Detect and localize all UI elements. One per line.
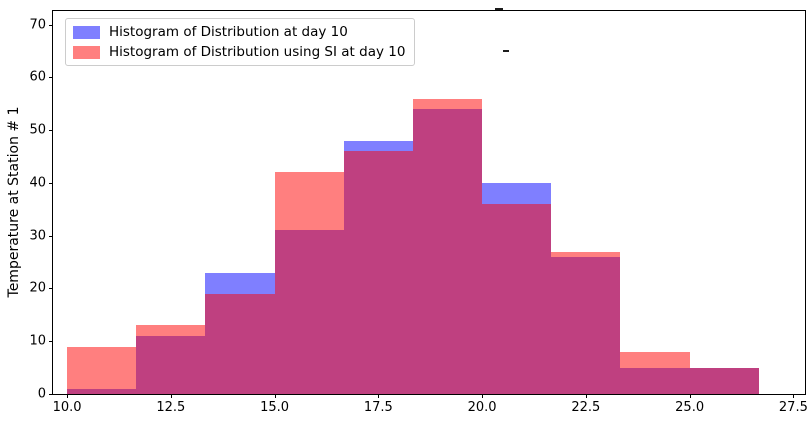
x-tick-label: 10.0: [52, 400, 82, 415]
x-tick-label: 12.5: [156, 400, 186, 415]
x-tick-mark: [67, 394, 69, 398]
histogram-bar-overlap: [482, 204, 552, 394]
clipped-text-artifact: [495, 8, 503, 10]
legend: Histogram of Distribution at day 10 Hist…: [65, 18, 416, 66]
y-tick-label: 60: [29, 69, 46, 85]
x-tick-label: 27.5: [778, 400, 808, 415]
x-tick-mark: [793, 394, 795, 398]
y-tick-mark: [49, 341, 53, 343]
histogram-bar-overlap: [412, 109, 483, 394]
x-tick-mark: [689, 394, 691, 398]
x-tick-label: 25.0: [675, 400, 705, 415]
x-tick-label: 17.5: [363, 400, 393, 415]
legend-label: Histogram of Distribution using SI at da…: [109, 44, 406, 60]
y-axis-label: Temperature at Station # 1: [6, 106, 22, 298]
histogram-bar-overlap: [620, 367, 690, 394]
histogram-bar-overlap: [551, 256, 621, 394]
y-tick-label: 0: [37, 386, 46, 402]
x-tick-label: 20.0: [467, 400, 497, 415]
y-tick-label: 70: [29, 17, 46, 33]
x-tick-mark: [378, 394, 380, 398]
legend-label: Histogram of Distribution at day 10: [109, 24, 348, 40]
x-tick-mark: [170, 394, 172, 398]
y-tick-mark: [49, 288, 53, 290]
y-tick-label: 40: [29, 175, 46, 191]
x-tick-mark: [482, 394, 484, 398]
x-tick-mark: [274, 394, 276, 398]
x-tick-label: 22.5: [571, 400, 601, 415]
y-tick-mark: [49, 77, 53, 79]
histogram-bar-overlap: [343, 151, 413, 394]
histogram-bar-overlap: [67, 388, 137, 394]
blue-series-swatch-icon: [73, 25, 100, 39]
y-tick-mark: [49, 394, 53, 395]
histogram-bar-overlap: [136, 335, 206, 394]
legend-item: Histogram of Distribution at day 10: [73, 24, 405, 40]
y-tick-mark: [49, 235, 53, 237]
y-tick-mark: [49, 130, 53, 132]
y-tick-mark: [49, 182, 53, 184]
legend-item: Histogram of Distribution using SI at da…: [73, 44, 405, 60]
histogram-bar-red: [67, 346, 137, 394]
y-tick-mark: [49, 24, 53, 26]
y-tick-label: 20: [29, 280, 46, 296]
red-series-swatch-icon: [73, 45, 100, 59]
plot-area: 10.0 12.5 15.0 17.5 20.0 22.5 25.0 27.5 0 10 20 30 4…: [29, 10, 808, 415]
histogram-bar-overlap: [274, 230, 344, 394]
y-tick-label: 10: [29, 333, 46, 349]
clipped-text-artifact: [503, 50, 509, 52]
x-tick-mark: [585, 394, 587, 398]
y-tick-label: 50: [29, 122, 46, 138]
y-tick-label: 30: [29, 228, 46, 244]
histogram-bar-overlap: [689, 367, 759, 394]
histogram-bar-overlap: [205, 293, 275, 394]
x-tick-label: 15.0: [260, 400, 290, 415]
